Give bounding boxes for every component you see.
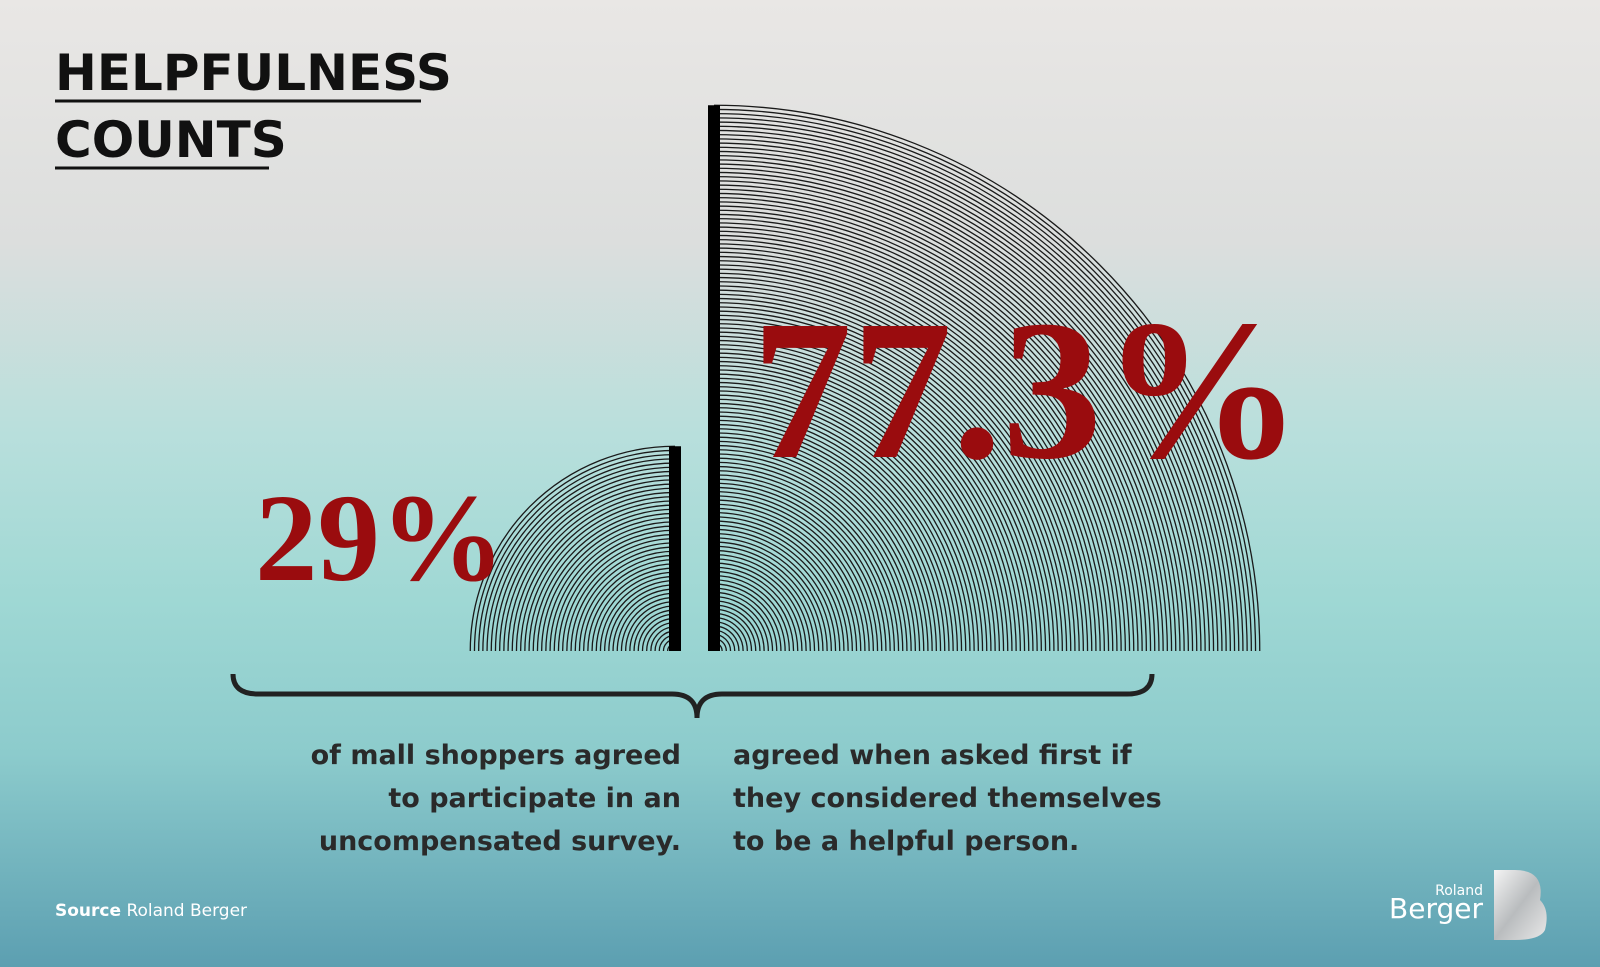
logo-mark — [1494, 870, 1547, 940]
logo-text: Roland — [1435, 883, 1483, 899]
title-line: HELPFULNESS — [55, 44, 452, 102]
description-line: to be a helpful person. — [733, 826, 1079, 857]
plot-area: 29% 77.3% — [255, 104, 1302, 652]
source-text: Roland Berger — [126, 901, 247, 921]
title-line: COUNTS — [55, 111, 287, 169]
value-label: 29% — [255, 470, 505, 608]
source: Source Roland Berger — [55, 901, 247, 921]
brace — [230, 673, 1155, 719]
description-line: to participate in an — [388, 783, 681, 814]
description-line: uncompensated survey. — [319, 826, 681, 857]
logo-text: Berger — [1389, 892, 1483, 925]
descriptions: of mall shoppers agreed to participate in… — [311, 740, 1162, 857]
description-line: they considered themselves — [733, 783, 1162, 814]
description-line: agreed when asked first if — [733, 740, 1132, 771]
quarter-circle — [713, 104, 1261, 652]
value-label: 77.3% — [752, 280, 1302, 501]
source-label: Source — [55, 901, 121, 921]
quarter-circle — [469, 445, 676, 652]
description-line: of mall shoppers agreed — [311, 740, 681, 771]
